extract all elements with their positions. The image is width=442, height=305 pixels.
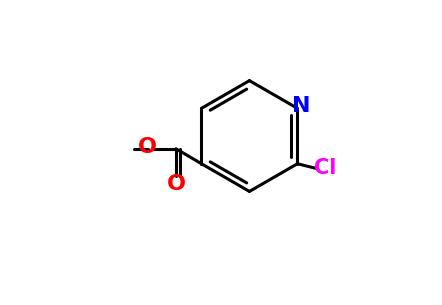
Text: O: O <box>167 174 186 194</box>
Text: O: O <box>137 137 156 157</box>
Text: N: N <box>292 96 310 116</box>
Text: Cl: Cl <box>314 158 336 178</box>
